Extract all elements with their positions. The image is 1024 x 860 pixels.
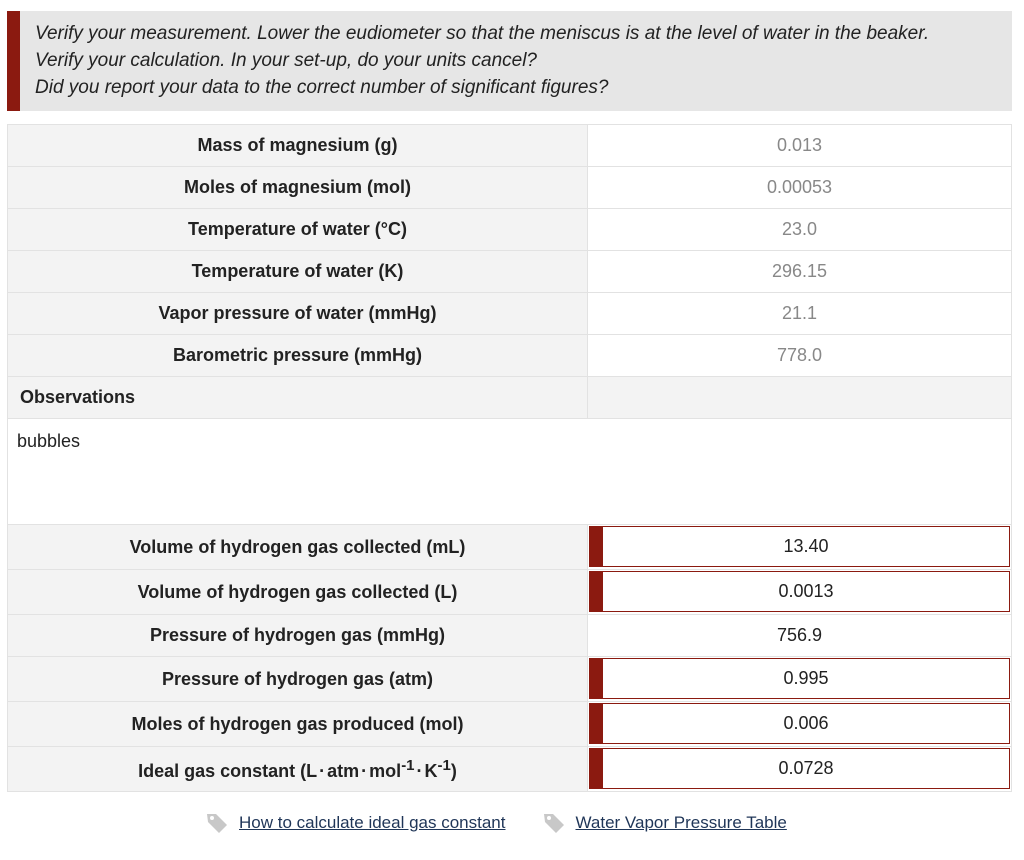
link-label[interactable]: How to calculate ideal gas constant	[239, 813, 506, 832]
observations-row: bubbles	[7, 418, 1012, 525]
table-row: Vapor pressure of water (mmHg) 21.1	[7, 292, 1012, 335]
answer-value[interactable]: 13.40	[783, 536, 829, 556]
unit-mol: mol	[369, 760, 402, 781]
row-label: Ideal gas constant (L · atm · mol-1 · K-1)	[7, 746, 588, 792]
row-label: Temperature of water (°C)	[7, 208, 588, 251]
feedback-line: Did you report your data to the correct …	[35, 77, 609, 98]
observations-header-spacer	[587, 376, 1012, 419]
row-value: 21.1	[587, 292, 1012, 335]
link-label[interactable]: Water Vapor Pressure Table	[575, 813, 787, 832]
table-row: Moles of hydrogen gas produced (mol) 0.0…	[7, 701, 1012, 747]
table-row: Ideal gas constant (L · atm · mol-1 · K-1) 0.0…	[7, 746, 1012, 792]
row-label: Vapor pressure of water (mmHg)	[7, 292, 588, 335]
table-row: Temperature of water (K) 296.15	[7, 250, 1012, 293]
row-value: 23.0	[587, 208, 1012, 251]
answer-input[interactable]: 0.0013	[587, 569, 1012, 615]
incorrect-marker	[590, 749, 603, 788]
table-row: Moles of magnesium (mol) 0.00053	[7, 166, 1012, 209]
row-label: Barometric pressure (mmHg)	[7, 334, 588, 377]
incorrect-marker	[590, 659, 603, 698]
answer-input[interactable]: 0.006	[587, 701, 1012, 747]
gas-constant-suffix: )	[450, 760, 457, 781]
answer-value[interactable]: 756.9	[587, 614, 1012, 657]
row-label: Temperature of water (K)	[7, 250, 588, 293]
answer-value[interactable]: 0.995	[783, 668, 829, 688]
row-value: 0.013	[587, 124, 1012, 167]
link-how-to-calculate[interactable]: How to calculate ideal gas constant	[205, 811, 506, 835]
table-row: Volume of hydrogen gas collected (mL) 13…	[7, 524, 1012, 570]
tag-icon	[543, 814, 564, 833]
incorrect-marker	[590, 572, 603, 611]
answer-input[interactable]: 13.40	[587, 524, 1012, 570]
answer-input[interactable]: 0.0728	[587, 746, 1012, 792]
feedback-line: Verify your calculation. In your set-up,…	[35, 50, 537, 71]
table-row: Temperature of water (°C) 23.0	[7, 208, 1012, 251]
unit-k: K	[424, 760, 438, 781]
row-label: Pressure of hydrogen gas (atm)	[7, 656, 588, 702]
link-water-vapor-table[interactable]: Water Vapor Pressure Table	[542, 811, 787, 835]
row-label: Pressure of hydrogen gas (mmHg)	[7, 614, 588, 657]
answer-value[interactable]: 0.0013	[778, 581, 834, 601]
table-row: Barometric pressure (mmHg) 778.0	[7, 334, 1012, 377]
table-row: Mass of magnesium (g) 0.013	[7, 124, 1012, 167]
row-value: 296.15	[587, 250, 1012, 293]
feedback-line: Verify your measurement. Lower the eudio…	[35, 23, 930, 44]
answer-input[interactable]: 0.995	[587, 656, 1012, 702]
observations-header-row: Observations	[7, 376, 1012, 419]
table-row: Pressure of hydrogen gas (mmHg) 756.9	[7, 614, 1012, 657]
row-value: 778.0	[587, 334, 1012, 377]
incorrect-marker	[590, 704, 603, 743]
observations-label: Observations	[7, 376, 588, 419]
incorrect-marker	[590, 527, 603, 566]
help-links: How to calculate ideal gas constant Wate…	[205, 811, 787, 835]
gas-constant-prefix: Ideal gas constant (L	[138, 760, 318, 781]
row-label: Mass of magnesium (g)	[7, 124, 588, 167]
row-label: Volume of hydrogen gas collected (mL)	[7, 524, 588, 570]
data-table: Mass of magnesium (g) 0.013 Moles of mag…	[7, 124, 1012, 792]
observations-text: bubbles	[7, 418, 1012, 525]
row-label: Moles of hydrogen gas produced (mol)	[7, 701, 588, 747]
table-row: Volume of hydrogen gas collected (L) 0.0…	[7, 569, 1012, 615]
exponent: -1	[401, 756, 415, 774]
row-label: Volume of hydrogen gas collected (L)	[7, 569, 588, 615]
answer-value[interactable]: 0.0728	[778, 758, 834, 778]
answer-value[interactable]: 0.006	[783, 713, 829, 733]
feedback-panel: Verify your measurement. Lower the eudio…	[7, 11, 1012, 111]
row-value: 0.00053	[587, 166, 1012, 209]
unit-atm: atm	[327, 760, 360, 781]
table-row: Pressure of hydrogen gas (atm) 0.995	[7, 656, 1012, 702]
tag-icon	[207, 814, 227, 833]
exponent: -1	[437, 756, 451, 774]
row-label: Moles of magnesium (mol)	[7, 166, 588, 209]
